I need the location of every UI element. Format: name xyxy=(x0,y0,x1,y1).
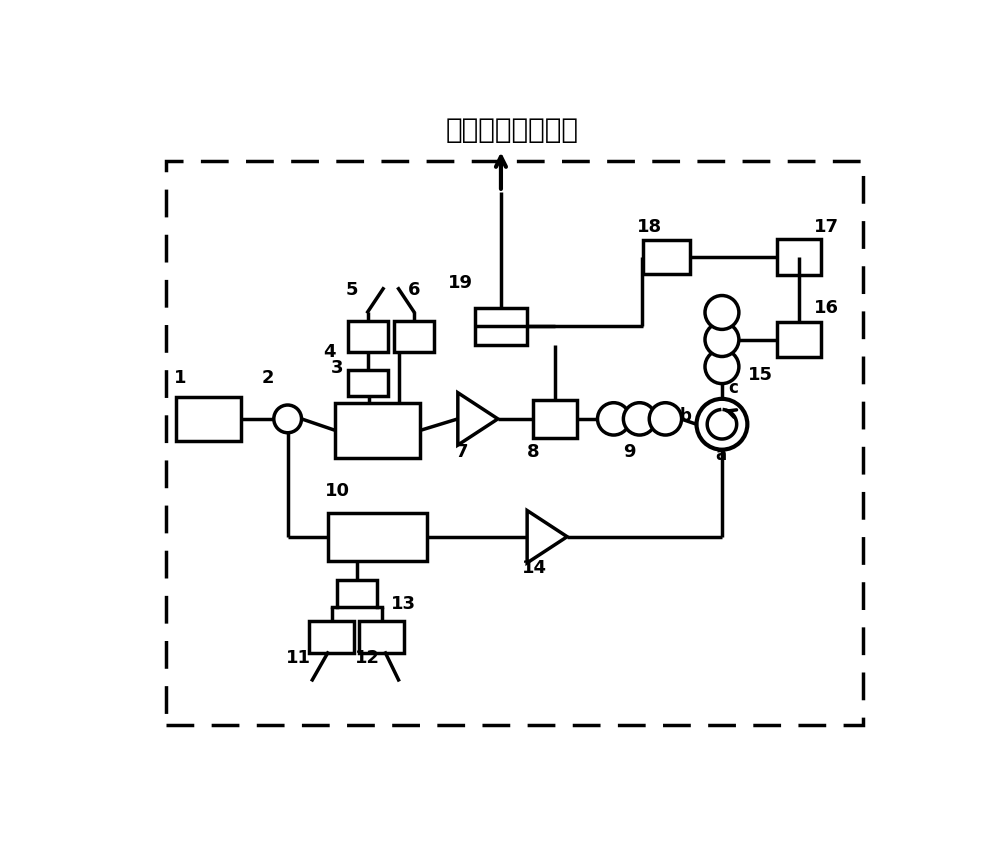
Bar xyxy=(335,402,420,458)
Circle shape xyxy=(705,323,739,357)
Bar xyxy=(337,580,377,607)
Circle shape xyxy=(705,350,739,384)
Text: 11: 11 xyxy=(286,649,311,667)
Bar xyxy=(777,322,821,357)
Bar xyxy=(533,400,577,438)
Bar xyxy=(176,396,241,441)
Text: 10: 10 xyxy=(324,482,349,500)
Text: 18: 18 xyxy=(637,218,662,235)
Circle shape xyxy=(705,296,739,329)
Bar xyxy=(643,241,690,274)
Text: 1: 1 xyxy=(174,368,186,387)
Circle shape xyxy=(649,402,682,435)
Text: 4: 4 xyxy=(323,343,335,362)
Bar xyxy=(348,369,388,396)
Circle shape xyxy=(623,402,656,435)
Text: c: c xyxy=(728,379,738,397)
Text: 15: 15 xyxy=(748,367,773,385)
Text: 6: 6 xyxy=(408,281,420,299)
Bar xyxy=(309,621,354,653)
Text: 12: 12 xyxy=(355,649,380,667)
Text: 13: 13 xyxy=(391,595,416,613)
Text: 8: 8 xyxy=(527,443,540,462)
Text: 16: 16 xyxy=(814,299,839,318)
Text: 17: 17 xyxy=(814,218,839,235)
Text: 3: 3 xyxy=(331,358,343,377)
Bar xyxy=(777,240,821,275)
Circle shape xyxy=(274,405,302,433)
Bar xyxy=(394,321,434,352)
Bar xyxy=(166,161,863,724)
Text: 线性调频信号输出: 线性调频信号输出 xyxy=(446,116,579,144)
Text: 14: 14 xyxy=(522,559,547,577)
Text: b: b xyxy=(680,407,692,425)
Bar xyxy=(348,321,388,352)
Text: 5: 5 xyxy=(346,281,359,299)
Bar xyxy=(475,308,527,345)
Circle shape xyxy=(697,399,747,450)
Text: 7: 7 xyxy=(456,443,469,462)
Bar xyxy=(359,621,404,653)
Bar xyxy=(328,512,427,561)
Circle shape xyxy=(598,402,630,435)
Text: 9: 9 xyxy=(623,443,636,462)
Text: a: a xyxy=(715,446,726,464)
Text: 2: 2 xyxy=(261,368,274,387)
Text: 19: 19 xyxy=(448,274,473,292)
